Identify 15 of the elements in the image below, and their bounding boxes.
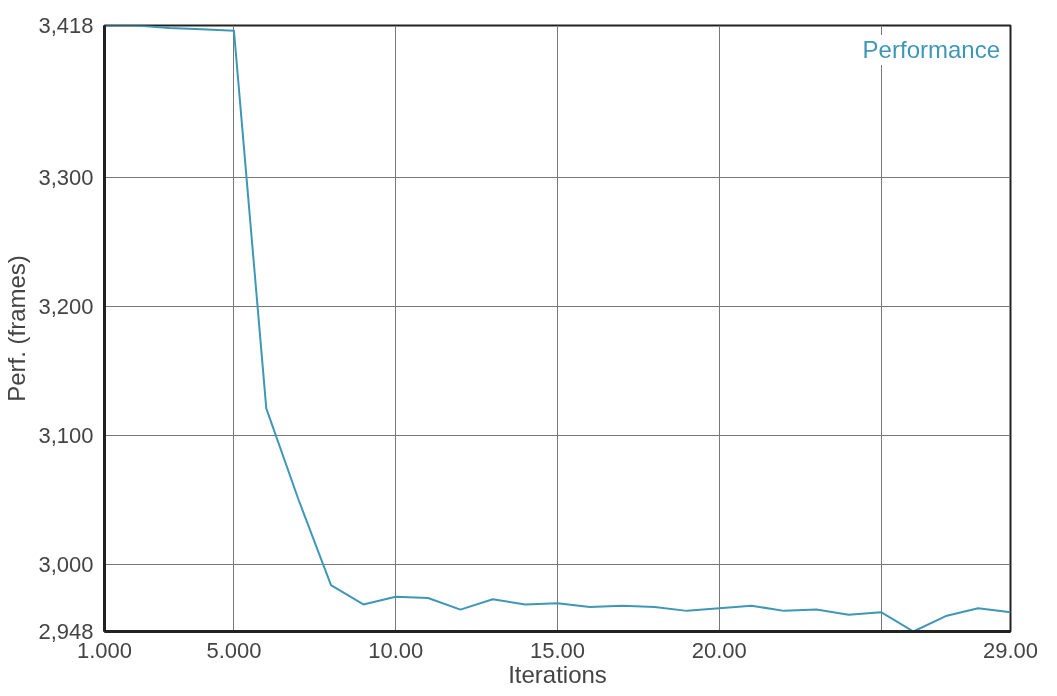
y-tick-label: 2,948 xyxy=(38,619,94,644)
x-tick-label: 5.000 xyxy=(206,637,262,663)
x-tick-label: 15.00 xyxy=(529,637,586,663)
y-axis-title: Perf. (frames) xyxy=(3,255,31,402)
y-tick-label: 3,300 xyxy=(38,165,94,191)
text: Performance xyxy=(862,36,1000,64)
x-axis-title: Iterations xyxy=(508,660,607,688)
y-tick-label: 3,200 xyxy=(38,294,94,320)
x-tick-label: 20.00 xyxy=(691,637,747,663)
x-tick-label: 10.00 xyxy=(368,637,424,663)
y-tick-label: 3,000 xyxy=(38,551,94,577)
y-tick-label: 3,418 xyxy=(38,13,94,38)
line-series xyxy=(104,25,1011,632)
y-tick-label: 3,100 xyxy=(38,423,94,449)
x-tick-label: 29.00 xyxy=(982,637,1039,663)
